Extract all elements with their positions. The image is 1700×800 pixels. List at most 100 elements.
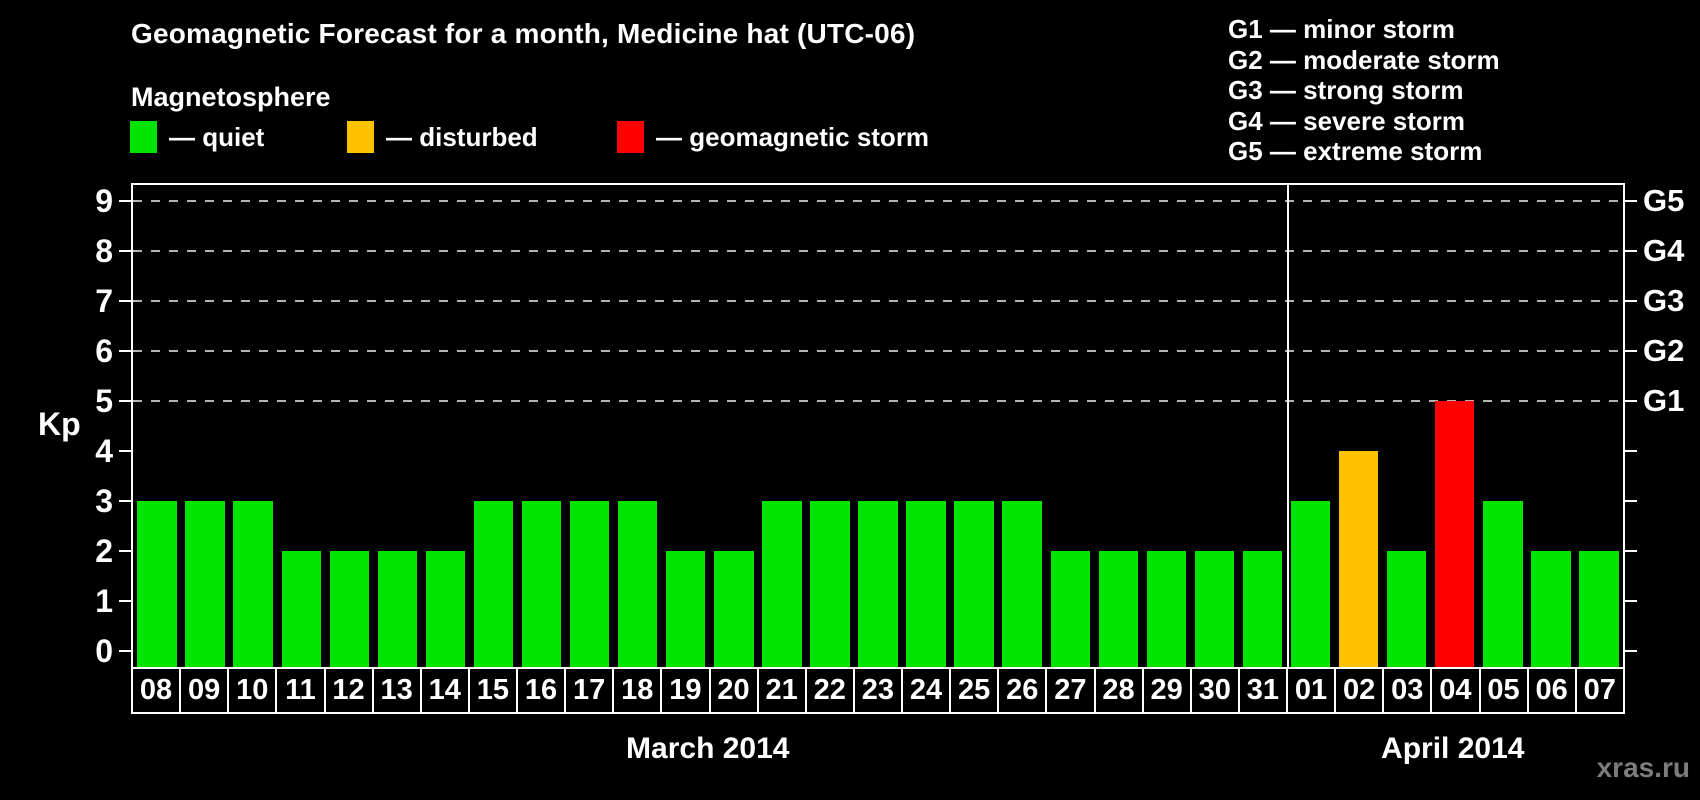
legend-label-quiet: — quiet [169, 121, 265, 152]
legend-item-disturbed: — disturbed [347, 120, 538, 154]
kp-bar-26 [1002, 501, 1042, 667]
day-label-06: 06 [1526, 667, 1577, 714]
right-axis-tick [1625, 300, 1637, 302]
y-axis-tick [119, 450, 131, 452]
kp-bar-20 [714, 551, 754, 667]
y-axis-tick [119, 250, 131, 252]
month-divider [1286, 185, 1289, 667]
right-axis-tick [1625, 600, 1637, 602]
g-label-G4: G4 [1643, 233, 1685, 268]
g-label-G3: G3 [1643, 283, 1685, 318]
kp-bar-13 [377, 551, 418, 667]
magnetosphere-label: Magnetosphere [131, 82, 331, 112]
g-scale-line-4: G4 — severe storm [1228, 105, 1466, 136]
day-label-10: 10 [227, 667, 278, 714]
g-label-G1: G1 [1643, 383, 1685, 418]
kp-bar-16 [521, 501, 562, 667]
day-axis: 08 09 10 11 12 13 14 15 16 17 18 19 20 21 22 23 24 25 26 27… [131, 667, 1625, 714]
g-scale-line-5: G5 — extreme storm [1228, 136, 1483, 166]
y-tick-label-9: 9 [95, 183, 113, 219]
y-axis-tick [119, 500, 131, 502]
y-tick-label-5: 5 [95, 383, 113, 419]
legend-swatch-storm [617, 121, 644, 153]
day-label-15: 15 [467, 667, 518, 714]
kp-bar-17 [569, 501, 610, 667]
y-axis-title: Kp [38, 406, 81, 442]
kp-bar-24 [906, 501, 946, 667]
kp-bar-07 [1579, 551, 1619, 667]
day-label-02: 02 [1334, 667, 1385, 714]
day-label-23: 23 [852, 667, 903, 714]
day-label-07: 07 [1574, 667, 1625, 714]
y-tick-label-4: 4 [95, 433, 113, 469]
y-axis-tick [119, 650, 131, 652]
g-label-G5: G5 [1643, 183, 1685, 218]
kp-bar-27 [1050, 551, 1090, 667]
kp-bar-23 [858, 501, 898, 667]
kp-bar-21 [762, 501, 802, 667]
day-label-05: 05 [1478, 667, 1529, 714]
kp-bar-14 [425, 551, 466, 667]
g-scale-legend: G1 — minor storm G2 — moderate storm G3 — … [1228, 14, 1500, 167]
day-label-26: 26 [997, 667, 1048, 714]
legend-swatch-quiet [130, 121, 157, 153]
gridline-kp8 [133, 250, 1623, 252]
day-label-25: 25 [949, 667, 1000, 714]
kp-bar-05 [1483, 501, 1523, 667]
kp-bar-12 [329, 551, 369, 667]
month-label-0: March 2014 [626, 732, 790, 765]
kp-bar-19 [666, 551, 706, 667]
day-label-03: 03 [1382, 667, 1433, 714]
y-axis-tick [119, 550, 131, 552]
legend-item-storm: — geomagnetic storm [617, 120, 929, 154]
right-axis-tick [1625, 250, 1637, 252]
day-label-08: 08 [131, 667, 182, 714]
gridline-kp9 [133, 200, 1623, 202]
y-tick-label-7: 7 [95, 283, 113, 319]
y-axis-tick [119, 350, 131, 352]
day-label-22: 22 [804, 667, 855, 714]
kp-bar-01 [1290, 501, 1331, 667]
legend-item-quiet: — quiet [130, 120, 264, 154]
kp-bar-31 [1242, 551, 1283, 667]
y-tick-label-2: 2 [95, 533, 113, 569]
kp-bar-06 [1531, 551, 1571, 667]
day-label-18: 18 [612, 667, 663, 714]
day-label-13: 13 [371, 667, 422, 714]
y-tick-label-8: 8 [95, 233, 113, 269]
kp-bar-11 [281, 551, 321, 667]
kp-bar-04 [1435, 401, 1475, 667]
kp-bar-28 [1098, 551, 1139, 667]
month-label-1: April 2014 [1381, 732, 1525, 765]
day-label-12: 12 [323, 667, 374, 714]
gridline-kp7 [133, 300, 1623, 302]
right-axis-tick [1625, 200, 1637, 202]
y-axis-tick [119, 200, 131, 202]
day-label-30: 30 [1189, 667, 1240, 714]
kp-bar-18 [617, 501, 658, 667]
chart-title: Geomagnetic Forecast for a month, Medici… [131, 18, 916, 49]
day-label-28: 28 [1093, 667, 1144, 714]
day-label-01: 01 [1286, 667, 1337, 714]
g-scale-line-3: G3 — strong storm [1228, 75, 1464, 105]
day-label-17: 17 [564, 667, 615, 714]
kp-bar-08 [137, 501, 177, 667]
day-label-31: 31 [1237, 667, 1288, 714]
y-tick-label-6: 6 [95, 333, 113, 369]
gridline-kp5 [133, 400, 1623, 402]
y-tick-label-0: 0 [95, 633, 113, 669]
legend-label-storm: — geomagnetic storm [656, 121, 930, 152]
legend-label-disturbed: — disturbed [386, 121, 538, 152]
right-axis-tick [1625, 650, 1637, 652]
day-label-27: 27 [1045, 667, 1096, 714]
day-label-19: 19 [660, 667, 711, 714]
g-scale-line-1: G1 — minor storm [1228, 14, 1455, 44]
y-tick-label-3: 3 [95, 483, 113, 519]
y-axis-tick [119, 400, 131, 402]
right-axis-tick [1625, 400, 1637, 402]
right-axis-tick [1625, 450, 1637, 452]
right-axis-tick [1625, 350, 1637, 352]
day-label-14: 14 [419, 667, 470, 714]
kp-bar-03 [1387, 551, 1427, 667]
